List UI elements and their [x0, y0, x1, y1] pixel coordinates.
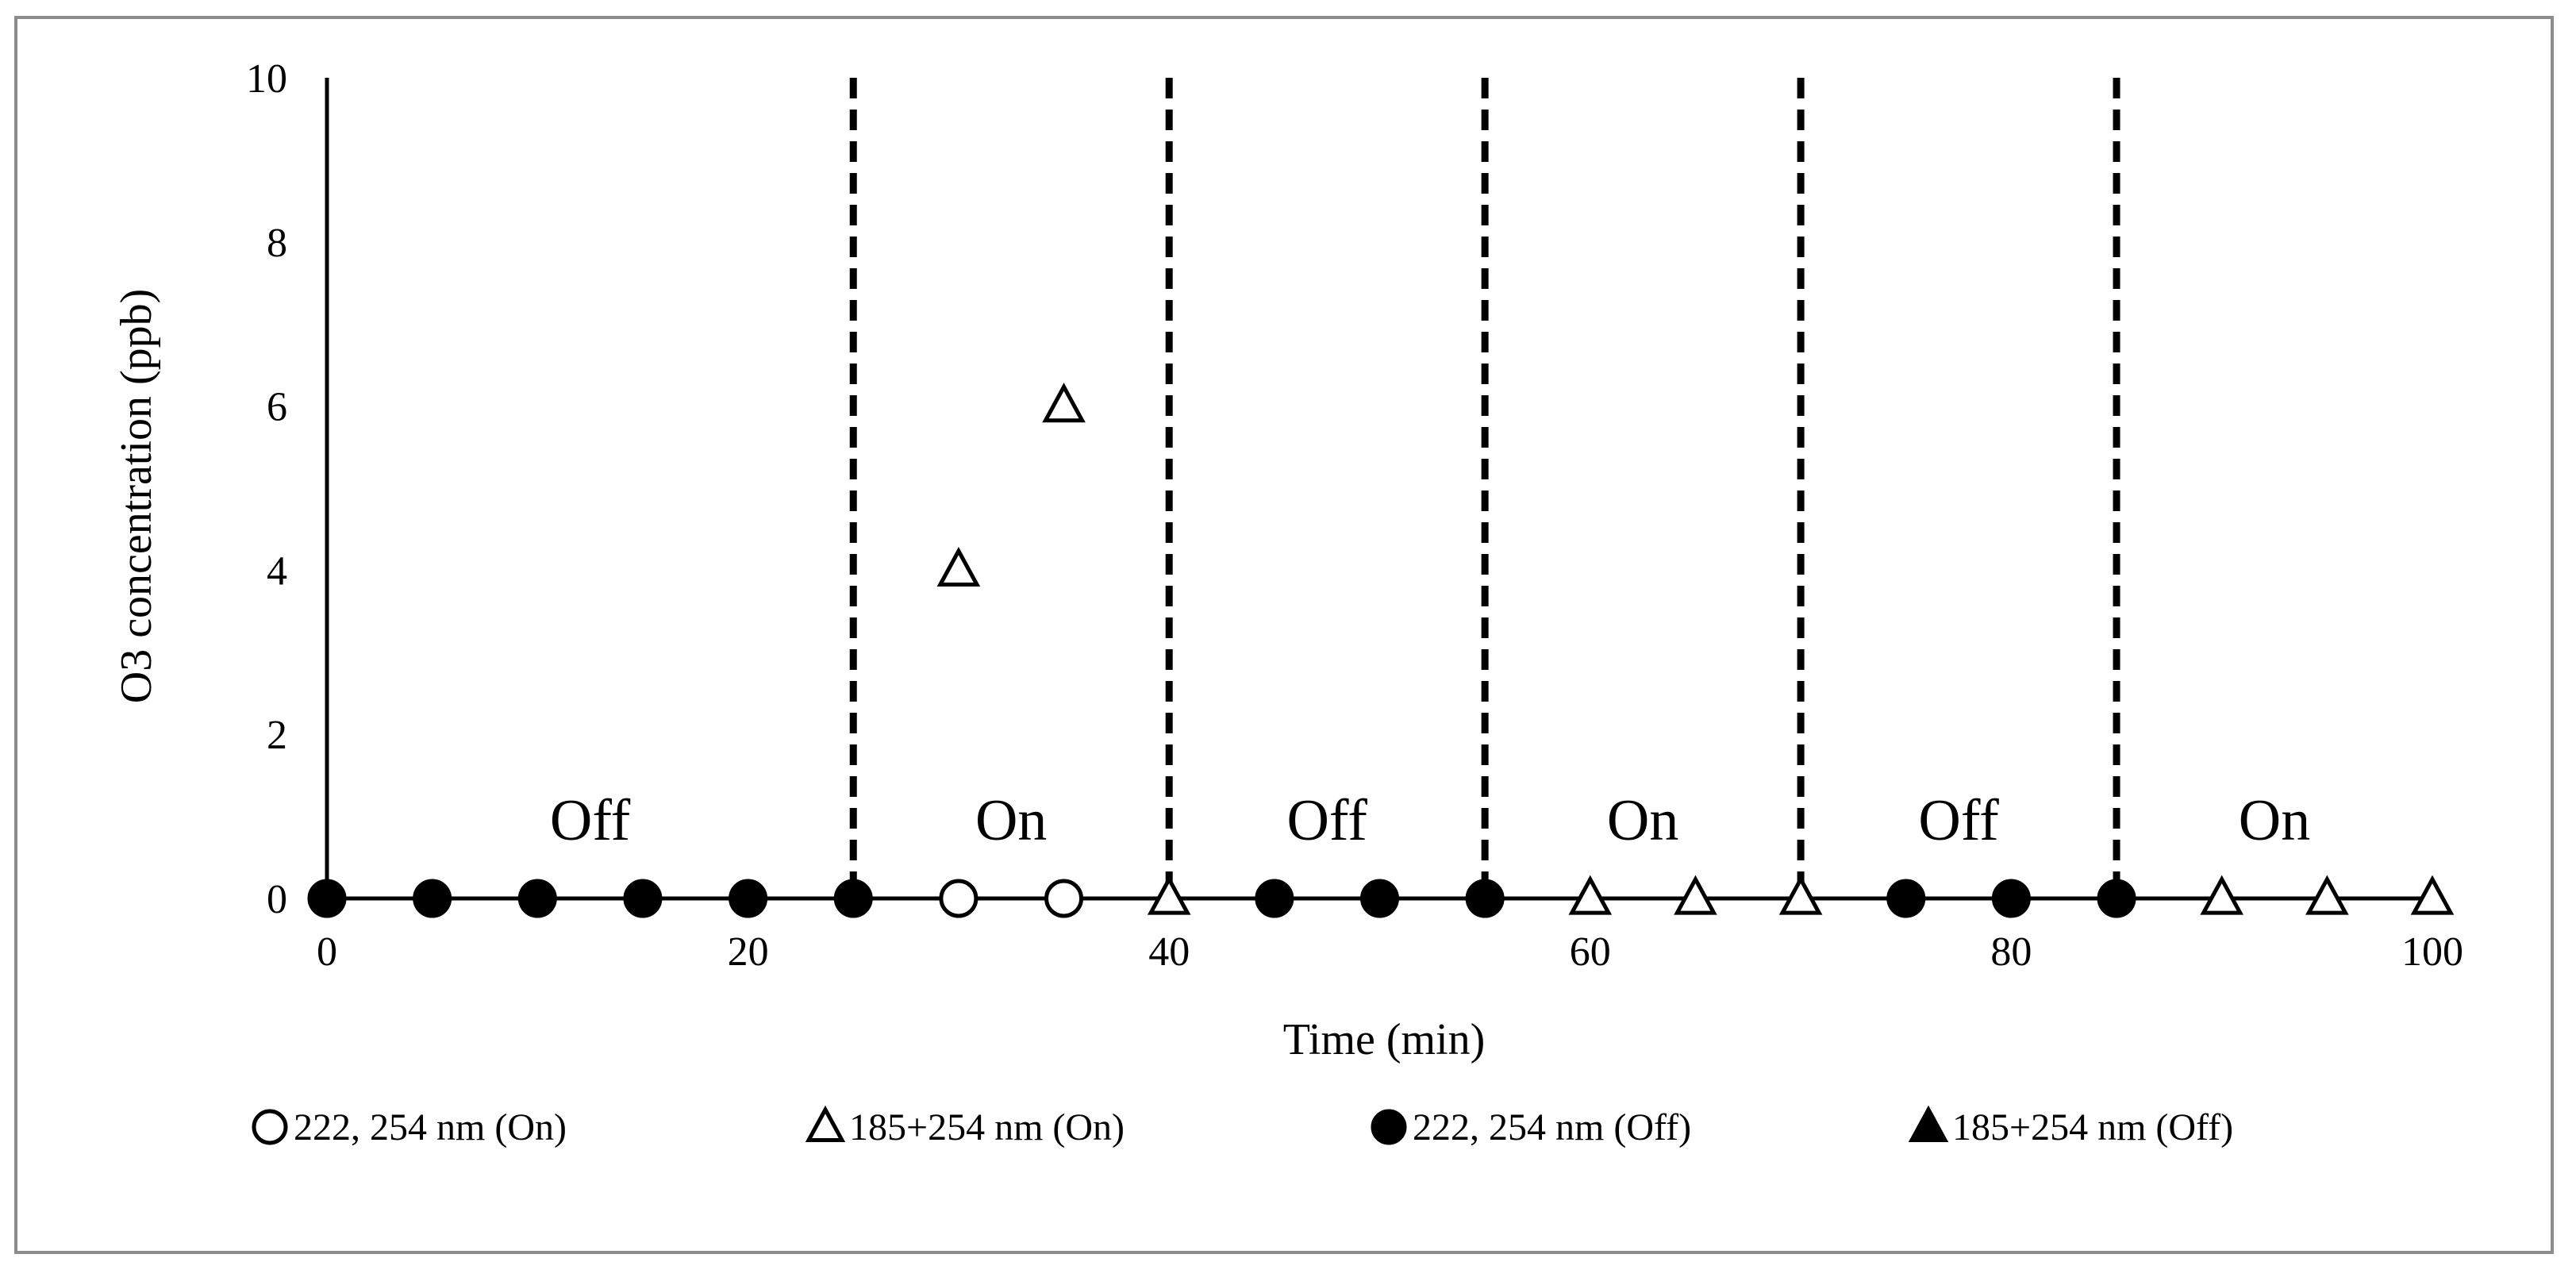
x-tick-label: 80: [1990, 929, 2032, 975]
data-point: [2097, 879, 2136, 918]
data-point: [939, 879, 978, 918]
data-point: [1360, 879, 1399, 918]
x-tick-label: 40: [1148, 929, 1190, 975]
y-tick-label: 2: [267, 713, 287, 758]
region-label: On: [975, 788, 1047, 853]
data-point: [1255, 879, 1294, 918]
legend-label: 185+254 nm (Off): [1952, 1106, 2233, 1148]
data-point: [623, 879, 663, 918]
y-axis-title: O3 concentration (ppb): [112, 289, 161, 703]
y-tick-label: 4: [267, 548, 287, 594]
data-point: [2410, 875, 2455, 915]
y-tick-label: 6: [267, 385, 287, 430]
x-axis-title: Time (min): [1283, 1015, 1486, 1064]
x-tick-label: 60: [1570, 929, 1611, 975]
data-point: [307, 879, 347, 918]
data-point: [1044, 879, 1084, 918]
legend-label: 185+254 nm (On): [849, 1106, 1125, 1148]
data-point: [1778, 875, 1823, 915]
data-point: [2200, 875, 2244, 915]
chart-frame: [14, 16, 2554, 1254]
region-label: Off: [550, 788, 631, 853]
data-point: [2305, 875, 2349, 915]
data-point: [1147, 875, 1191, 915]
data-point: [1465, 879, 1505, 918]
legend-label: 222, 254 nm (On): [294, 1106, 567, 1148]
data-point: [413, 879, 452, 918]
data-point: [1674, 875, 1717, 915]
data-point: [517, 879, 557, 918]
x-tick-label: 20: [728, 929, 769, 975]
data-point: [1568, 875, 1613, 915]
region-label: Off: [1918, 788, 1999, 853]
y-tick-label: 0: [267, 877, 287, 922]
y-tick-label: 8: [267, 221, 287, 266]
phase-boundaries: [849, 78, 2120, 898]
data-point: [1886, 879, 1926, 918]
legend: 222, 254 nm (On) 185+254 nm (On) 222, 254 …: [252, 1105, 2233, 1148]
legend-marker: [1908, 1105, 1949, 1142]
x-tick-label: 0: [317, 929, 337, 975]
data-point: [1991, 879, 2031, 918]
x-tick-label: 100: [2401, 929, 2463, 975]
region-label: On: [2239, 788, 2310, 853]
legend-marker: [1371, 1109, 1407, 1145]
y-tick-label: 10: [246, 56, 287, 102]
legend-marker: [805, 1105, 846, 1142]
region-label: Off: [1286, 788, 1367, 853]
legend-marker: [252, 1109, 288, 1145]
data-markers: [307, 383, 2455, 918]
data-point: [833, 879, 873, 918]
data-point: [936, 546, 981, 587]
data-point: [729, 879, 768, 918]
legend-label: 222, 254 nm (Off): [1413, 1106, 1691, 1148]
data-point: [1042, 383, 1086, 423]
region-label: On: [1607, 788, 1678, 853]
region-labels: Off On Off On Off On: [550, 788, 2310, 853]
